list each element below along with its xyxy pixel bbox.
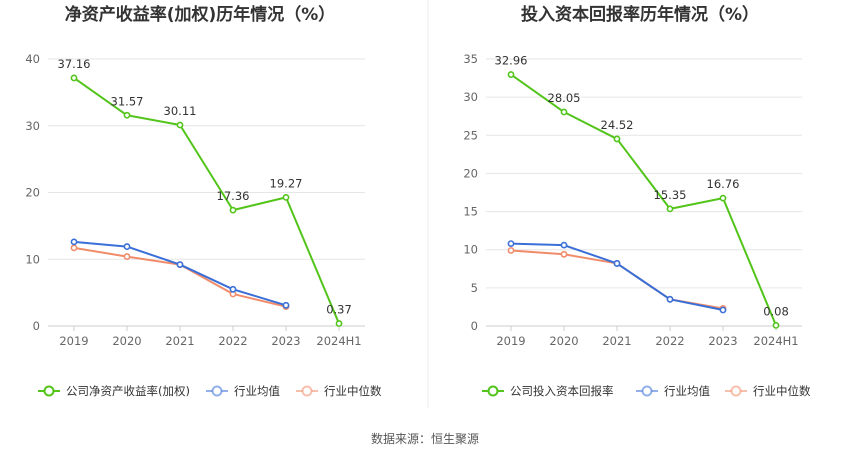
- chart2-data-label: 0.08: [763, 304, 789, 318]
- chart2-y-tick-label: 0: [471, 319, 478, 333]
- chart1-data-point: [229, 285, 237, 293]
- chart2-data-label: 28.05: [548, 91, 581, 105]
- chart1-y-tick-label: 30: [25, 119, 40, 133]
- chart2-y-tick-label: 30: [463, 90, 478, 104]
- chart1-x-tick-label: 2020: [112, 334, 141, 348]
- chart1-legend-marker-icon: [43, 385, 55, 397]
- chart1-data-point: [282, 193, 290, 201]
- chart2-legend-label: 行业均值: [664, 384, 710, 398]
- chart1-x-tick-label: 2021: [165, 334, 194, 348]
- chart1-data-point: [70, 244, 78, 252]
- chart1-data-point: [70, 74, 78, 82]
- chart1-legend-marker-icon: [211, 385, 223, 397]
- chart2-data-point: [560, 241, 568, 249]
- chart1-data-label: 0.37: [326, 303, 352, 317]
- chart2-data-point: [560, 250, 568, 258]
- chart1-data-point: [229, 206, 237, 214]
- chart2-y-tick-label: 25: [463, 128, 478, 142]
- chart1-series-line: [73, 240, 287, 307]
- chart1-data-point: [123, 243, 131, 250]
- chart2-title: 投入资本回报率历年情况（%）: [521, 4, 759, 25]
- chart1-y-tick-label: 20: [25, 186, 40, 200]
- chart2-data-point: [507, 71, 515, 78]
- chart1-legend-label: 行业均值: [234, 384, 280, 398]
- chart2-data-point: [772, 321, 780, 329]
- chart2-y-tick-label: 20: [463, 166, 478, 180]
- chart2-data-label: 15.35: [654, 188, 687, 202]
- chart2-y-tick-label: 35: [463, 52, 478, 66]
- chart1-x-tick-label: 2019: [59, 334, 88, 348]
- chart2-x-tick-label: 2019: [496, 334, 525, 348]
- chart2-data-point: [666, 295, 674, 303]
- chart1-x-tick-label: 2024H1: [316, 334, 361, 348]
- chart2-data-point: [507, 240, 515, 248]
- chart1-series-line: [73, 246, 287, 308]
- chart2-x-tick-label: 2022: [655, 334, 684, 348]
- chart1-title: 净资产收益率(加权)历年情况（%）: [65, 4, 336, 25]
- chart2-data-point: [719, 194, 727, 202]
- chart2-data-point: [613, 260, 621, 267]
- chart2-x-tick-label: 2024H1: [753, 334, 798, 348]
- chart2-data-point: [666, 205, 674, 213]
- chart1-x-tick-label: 2022: [218, 334, 247, 348]
- chart1-legend-label: 公司净资产收益率(加权): [66, 384, 190, 398]
- chart1-data-point: [70, 238, 78, 246]
- chart2-series-line: [510, 73, 777, 326]
- chart2-x-tick-label: 2023: [708, 334, 737, 348]
- chart2-data-point: [507, 247, 515, 254]
- chart1-data-point: [176, 121, 184, 129]
- chart2-legend-marker-icon: [641, 385, 653, 397]
- chart2-data-point: [719, 306, 727, 314]
- chart1-data-label: 30.11: [164, 104, 197, 118]
- chart2-legend-marker-icon: [487, 385, 499, 397]
- chart2-legend-label: 行业中位数: [753, 384, 811, 398]
- chart1-data-point: [282, 301, 290, 309]
- chart2-data-point: [613, 135, 621, 143]
- chart2-y-tick-label: 5: [471, 281, 478, 295]
- chart1-legend-marker-icon: [301, 385, 313, 397]
- chart1-y-tick-label: 10: [25, 252, 40, 266]
- chart1-data-label: 37.16: [58, 57, 91, 71]
- chart2-data-label: 24.52: [601, 118, 634, 132]
- chart2-data-label: 16.76: [707, 177, 740, 191]
- chart2-legend-label: 公司投入资本回报率: [510, 384, 614, 398]
- chart1-y-tick-label: 40: [25, 52, 40, 66]
- chart1-data-label: 31.57: [111, 94, 144, 108]
- chart1-data-point: [335, 320, 343, 327]
- chart1-data-label: 17.36: [217, 189, 250, 203]
- chart2-data-point: [560, 108, 568, 116]
- chart2-legend-marker-icon: [730, 385, 742, 397]
- chart1-x-tick-label: 2023: [271, 334, 300, 348]
- chart2-data-label: 32.96: [495, 54, 528, 68]
- chart2-x-tick-label: 2021: [602, 334, 631, 348]
- chart2-y-tick-label: 10: [463, 243, 478, 257]
- chart2-series-line: [510, 249, 724, 310]
- chart2-x-tick-label: 2020: [549, 334, 578, 348]
- source-note: 数据来源：恒生聚源: [371, 431, 479, 446]
- chart1-data-label: 19.27: [270, 176, 303, 190]
- chart1-data-point: [123, 253, 131, 260]
- chart1-data-point: [123, 111, 131, 119]
- chart1-y-tick-label: 0: [33, 319, 40, 333]
- chart2-y-tick-label: 15: [463, 205, 478, 219]
- chart1-series-line: [73, 77, 340, 324]
- chart1-data-point: [176, 261, 184, 268]
- chart1-legend-label: 行业中位数: [324, 384, 382, 398]
